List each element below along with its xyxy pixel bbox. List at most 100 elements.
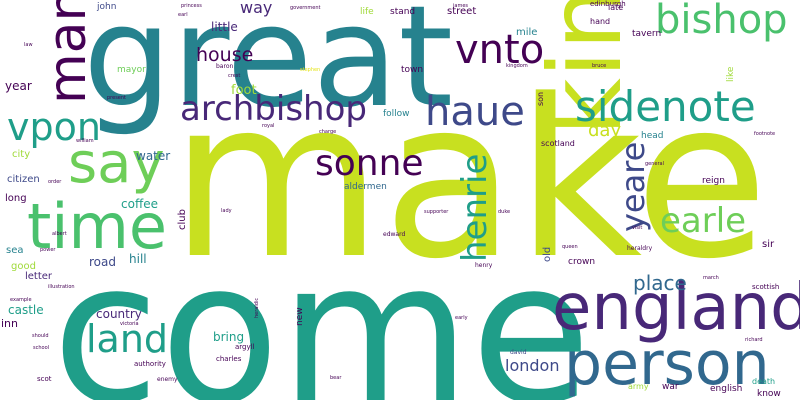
word-great: great	[83, 0, 454, 139]
word-earl: earl	[178, 12, 188, 18]
word-london: london	[505, 356, 560, 375]
word-march: march	[703, 275, 719, 281]
word-england: england	[552, 271, 800, 345]
word-henry: henry	[475, 262, 493, 269]
word-new: new	[295, 307, 305, 326]
word-citizen: citizen	[7, 174, 40, 185]
word-year: year	[5, 79, 32, 93]
word-sidenote: sidenote	[575, 82, 756, 131]
word-sir: sir	[762, 239, 775, 250]
word-school: school	[33, 345, 50, 351]
word-son: son	[536, 91, 545, 106]
word-head: head	[641, 131, 664, 141]
word-castle: castle	[8, 303, 44, 317]
word-crest: crest	[228, 73, 241, 79]
word-william: william	[76, 138, 94, 144]
word-lady: lady	[221, 208, 232, 214]
word-illustration: illustration	[48, 284, 75, 290]
word-scottish: scottish	[752, 283, 780, 291]
word-royal: royal	[262, 123, 275, 129]
word-sea: sea	[6, 245, 24, 256]
word-hand: hand	[590, 17, 611, 26]
word-scotland: scotland	[541, 139, 575, 148]
word-power: power	[40, 247, 56, 253]
word-heraldic: heraldic	[254, 297, 260, 318]
word-inn: inn	[1, 317, 18, 330]
word-early: early	[455, 315, 468, 321]
word-aldermen: aldermen	[344, 182, 387, 192]
word-queen: queen	[562, 244, 578, 250]
word-reign: reign	[702, 176, 725, 186]
word-come: come	[52, 220, 592, 400]
word-say: say	[68, 131, 165, 196]
word-place: place	[633, 271, 687, 295]
word-richard: richard	[745, 337, 763, 343]
word-street: street	[447, 6, 477, 17]
word-princess: princess	[181, 3, 202, 9]
word-crown: crown	[568, 257, 596, 267]
word-late: late	[608, 3, 624, 12]
word-water: water	[136, 149, 171, 163]
word-army: army	[628, 382, 649, 391]
word-letter: letter	[25, 271, 53, 282]
word-bishop: bishop	[655, 0, 788, 43]
word-war: war	[662, 382, 679, 392]
word-person: person	[564, 329, 770, 399]
word-john: john	[97, 2, 117, 12]
word-sonne: sonne	[315, 143, 424, 184]
word-albert: albert	[52, 231, 67, 237]
word-charles: charles	[216, 355, 242, 363]
word-long: long	[5, 193, 27, 204]
word-country: country	[96, 307, 142, 321]
word-city: city	[12, 149, 31, 160]
word-henrie: henrie	[455, 153, 495, 262]
word-old: old	[542, 246, 553, 262]
word-day: day	[588, 120, 622, 141]
word-kingdom: kingdom	[506, 63, 528, 69]
word-english: english	[710, 384, 743, 394]
word-coffee: coffee	[121, 197, 158, 211]
word-duke: duke	[498, 209, 511, 215]
word-law: law	[24, 42, 33, 48]
word-bring: bring	[213, 330, 245, 344]
word-make: make	[170, 54, 769, 307]
word-life: life	[360, 7, 374, 17]
word-like: like	[726, 66, 736, 82]
word-road: road	[89, 255, 116, 269]
word-stephen: stephen	[300, 67, 321, 73]
word-death: death	[752, 377, 776, 386]
word-edinburgh: edinburgh	[590, 0, 626, 8]
word-earle: earle	[660, 201, 747, 241]
word-mayor: mayor	[117, 65, 146, 75]
word-authority: authority	[134, 360, 166, 368]
word-vnto: vnto	[455, 27, 545, 73]
word-edward: edward	[383, 231, 406, 238]
word-way: way	[240, 0, 273, 17]
word-general: general	[645, 161, 665, 167]
word-house: house	[196, 44, 254, 66]
word-man: man	[38, 0, 98, 104]
word-order: order	[48, 179, 62, 185]
word-time: time	[27, 190, 168, 263]
word-vpon: vpon	[7, 105, 101, 149]
word-tavern: tavern	[632, 29, 662, 39]
word-little: little	[211, 20, 238, 34]
word-example: example	[10, 297, 32, 303]
word-know: know	[757, 389, 781, 399]
word-present: present	[107, 95, 127, 101]
word-heraldry: heraldry	[627, 245, 653, 252]
word-bruce: bruce	[592, 63, 607, 69]
word-victoria: victoria	[120, 321, 139, 327]
word-hill: hill	[129, 252, 147, 266]
word-argyll: argyll	[235, 343, 255, 351]
word-baron: baron	[216, 63, 234, 70]
word-footnote: footnote	[754, 131, 776, 137]
word-good: good	[11, 261, 36, 272]
word-town: town	[401, 65, 424, 75]
word-mile: mile	[516, 27, 538, 38]
word-visit: visit	[632, 225, 643, 231]
word-stand: stand	[390, 7, 416, 17]
word-should: should	[32, 333, 49, 339]
word-haue: haue	[425, 89, 525, 135]
word-james: james	[453, 3, 469, 9]
